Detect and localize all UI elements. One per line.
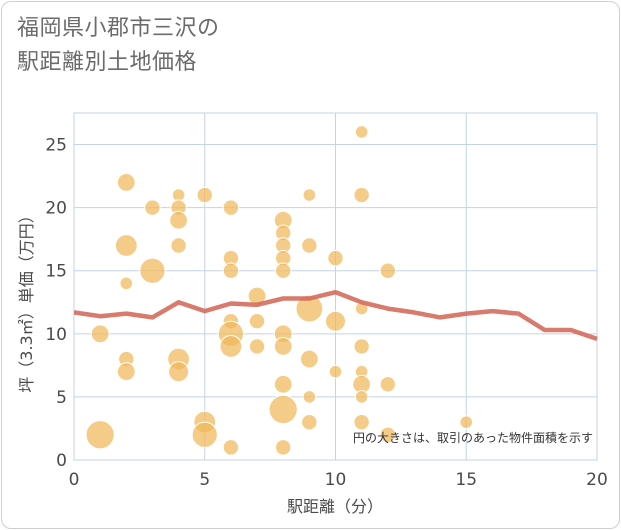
y-tick-label: 0	[56, 451, 67, 471]
bubble-point	[302, 390, 317, 404]
y-axis-ticks: 0 5 10 15 20 25	[45, 136, 67, 471]
bubble-point	[116, 173, 136, 192]
bubble-point	[222, 262, 240, 279]
bubble-point	[459, 415, 474, 429]
bubble-point	[354, 390, 369, 404]
bubbles	[85, 125, 474, 456]
x-tick-label: 15	[455, 470, 477, 490]
bubble-point	[299, 349, 319, 369]
plot-area-border	[73, 112, 598, 461]
bubble-point	[275, 262, 292, 279]
bubble-point	[114, 234, 138, 257]
y-tick-label: 15	[45, 262, 67, 282]
chart-title-line2: 駅距離別土地価格	[17, 50, 198, 75]
x-axis-label: 駅距離（分）	[287, 497, 383, 516]
bubble-point	[248, 313, 266, 330]
bubble-point	[301, 237, 318, 254]
bubble-point	[327, 249, 344, 267]
x-tick-label: 10	[325, 470, 347, 490]
x-axis-ticks: 0 5 10 15 20	[69, 470, 608, 490]
x-tick-label: 20	[586, 470, 608, 490]
bubble-point	[328, 364, 343, 379]
bubble-point	[325, 310, 346, 332]
average-price-trend-line	[73, 289, 598, 342]
bubble-point	[302, 188, 317, 202]
bubble-point	[353, 186, 370, 204]
chart-title-line1: 福岡県小郡市三沢の	[17, 16, 220, 41]
bubble-point	[191, 421, 218, 448]
bubble-point	[268, 394, 298, 425]
bubble-point	[379, 426, 396, 443]
bubble-point	[379, 376, 396, 393]
chart-title: 福岡県小郡市三沢の 駅距離別土地価格	[17, 12, 220, 80]
y-tick-label: 20	[45, 199, 67, 219]
y-tick-label: 25	[45, 136, 67, 156]
bubble-point	[275, 439, 292, 456]
bubble-point	[295, 294, 324, 323]
grid	[74, 113, 597, 460]
bubble-point	[170, 237, 187, 254]
bubble-point	[301, 413, 318, 431]
bubble-point	[219, 335, 243, 358]
bubble-point	[222, 439, 240, 456]
bubble-point	[379, 262, 396, 279]
x-tick-label: 5	[199, 470, 210, 490]
bubble-point	[85, 420, 115, 450]
bubble-point	[90, 324, 110, 344]
bubble-point	[196, 186, 213, 204]
bubble-point	[353, 413, 370, 431]
bubble-point	[139, 257, 166, 284]
bubble-point	[144, 199, 161, 216]
y-tick-label: 5	[56, 388, 67, 408]
bubble-point	[273, 337, 293, 356]
bubble-point	[273, 374, 293, 394]
bubble-point	[169, 210, 189, 230]
bubble-point	[171, 188, 186, 202]
bubble-point	[168, 361, 190, 383]
bubble-point	[353, 338, 370, 355]
bubble-point	[119, 276, 134, 291]
bubble-size-note: 円の大きさは、取引のあった物件面積を示す	[353, 430, 593, 445]
bubble-point	[248, 338, 266, 355]
y-tick-label: 10	[45, 325, 67, 345]
bubble-point	[354, 125, 369, 139]
x-tick-label: 0	[69, 470, 80, 490]
bubble-point	[222, 199, 240, 216]
y-axis-label: 坪（3.3㎡）単価（万円）	[17, 207, 36, 392]
bubble-point	[116, 362, 136, 382]
